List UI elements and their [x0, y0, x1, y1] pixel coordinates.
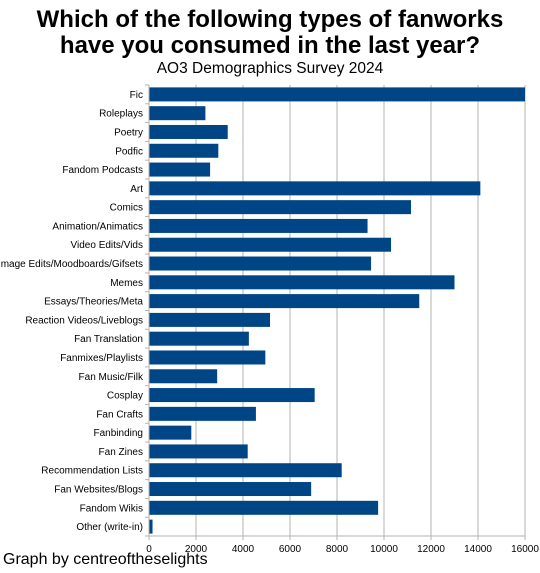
category-label: Fan Crafts — [96, 409, 143, 420]
bar — [149, 143, 219, 158]
bar — [149, 181, 481, 196]
category-label: Fan Websites/Blogs — [54, 485, 143, 496]
category-label: Other (write-in) — [76, 522, 143, 533]
bar — [149, 482, 312, 497]
category-label: Animation/Animatics — [52, 221, 143, 232]
bar — [149, 218, 368, 233]
category-label: Cosplay — [107, 391, 143, 402]
category-label: Fan Zines — [99, 447, 143, 458]
x-tick-label: 8000 — [326, 544, 349, 555]
bar — [149, 200, 412, 215]
bar — [149, 256, 372, 271]
x-tick-label: 4000 — [232, 544, 255, 555]
bar — [149, 388, 315, 403]
category-label: Image Edits/Moodboards/Gifsets — [0, 259, 143, 270]
bar — [149, 237, 392, 252]
category-label: Fan Music/Filk — [79, 372, 144, 383]
bar — [149, 294, 420, 309]
category-label: Memes — [110, 278, 143, 289]
bar — [149, 275, 455, 290]
bar — [149, 87, 525, 102]
bar — [149, 350, 266, 365]
x-tick-label: 14000 — [464, 544, 492, 555]
category-label: Comics — [110, 203, 143, 214]
x-tick-label: 6000 — [279, 544, 302, 555]
category-label: Fan Translation — [74, 334, 143, 345]
bar — [149, 331, 249, 346]
category-label: Fandom Podcasts — [62, 165, 143, 176]
category-label: Podfic — [115, 146, 143, 157]
category-label: Reaction Videos/Liveblogs — [25, 315, 143, 326]
category-label: Poetry — [114, 127, 143, 138]
category-label: Essays/Theories/Meta — [44, 297, 143, 308]
graph-credit: Graph by centreoftheselights — [3, 551, 208, 568]
category-label: Fic — [130, 90, 143, 101]
bar — [149, 500, 379, 515]
bar — [149, 463, 342, 478]
bar — [149, 444, 248, 459]
bar — [149, 312, 271, 327]
bar — [149, 406, 256, 421]
x-tick-label: 10000 — [370, 544, 398, 555]
x-tick-label: 16000 — [511, 544, 539, 555]
chart-title-line-1: Which of the following types of fanworks — [36, 6, 504, 33]
x-tick-label: 0 — [146, 544, 152, 555]
x-tick-label: 12000 — [417, 544, 445, 555]
bar — [149, 162, 211, 177]
x-tick-label: 2000 — [185, 544, 208, 555]
category-label: Fanbinding — [94, 428, 143, 439]
category-label: Art — [130, 184, 143, 195]
bar — [149, 369, 218, 384]
chart-subtitle: AO3 Demographics Survey 2024 — [156, 60, 384, 77]
category-label: Fanmixes/Playlists — [60, 353, 143, 364]
bar — [149, 519, 153, 534]
category-label: Fandom Wikis — [80, 503, 143, 514]
category-label: Recommendation Lists — [41, 466, 143, 477]
category-label: Video Edits/Vids — [71, 240, 143, 251]
bar — [149, 106, 206, 121]
bar — [149, 425, 192, 440]
bar — [149, 124, 228, 139]
chart-title-line-2: have you consumed in the last year? — [59, 32, 481, 59]
category-label: Roleplays — [99, 109, 143, 120]
